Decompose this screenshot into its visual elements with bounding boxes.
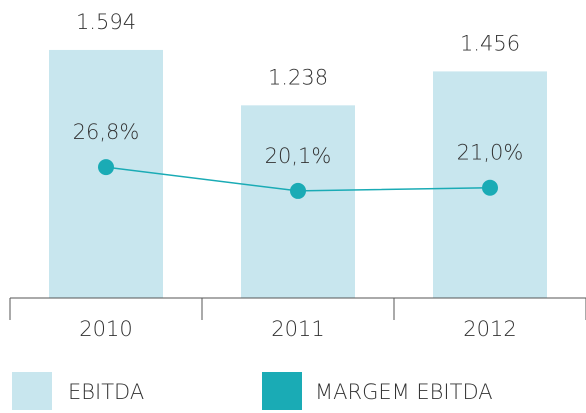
x-tick-label: 2010: [79, 317, 132, 341]
legend-swatch: [262, 372, 302, 410]
bar: [241, 105, 355, 299]
legend-label: MARGEM EBITDA: [315, 380, 493, 404]
bar-value-label: 1.594: [76, 10, 136, 34]
x-tick-label: 2011: [271, 317, 324, 341]
line-value-label: 26,8%: [73, 120, 140, 144]
line-point: [482, 179, 498, 196]
line-point: [290, 182, 306, 199]
line-value-label: 21,0%: [457, 141, 524, 165]
legend-swatch: [12, 372, 52, 410]
legend-label: EBITDA: [68, 380, 144, 404]
bar-value-label: 1.456: [460, 31, 520, 55]
bar-value-label: 1.238: [268, 65, 328, 89]
line-point: [98, 159, 114, 176]
x-tick-label: 2012: [463, 317, 516, 341]
line-value-label: 20,1%: [265, 144, 332, 168]
